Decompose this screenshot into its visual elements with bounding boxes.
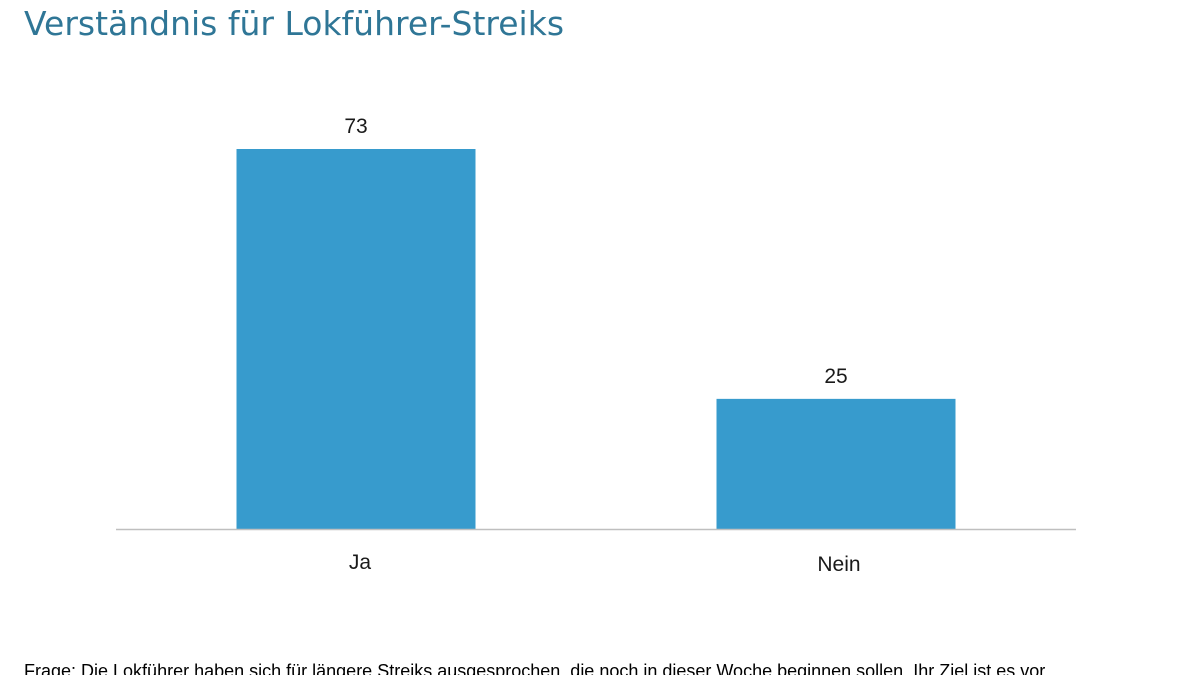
value-labels-group: 73 25 xyxy=(344,115,847,388)
bars-group xyxy=(236,149,956,529)
bar-nein xyxy=(716,398,956,529)
value-label-nein: 25 xyxy=(824,365,847,388)
category-labels-group: Ja Nein xyxy=(349,551,861,576)
question-text: Frage: Die Lokführer haben sich für läng… xyxy=(24,661,1046,675)
chart-title: Verständnis für Lokführer-Streiks xyxy=(24,4,565,43)
value-label-ja: 73 xyxy=(344,115,367,138)
category-label-nein: Nein xyxy=(817,553,860,576)
bar-ja xyxy=(236,149,476,529)
category-label-ja: Ja xyxy=(349,551,372,574)
